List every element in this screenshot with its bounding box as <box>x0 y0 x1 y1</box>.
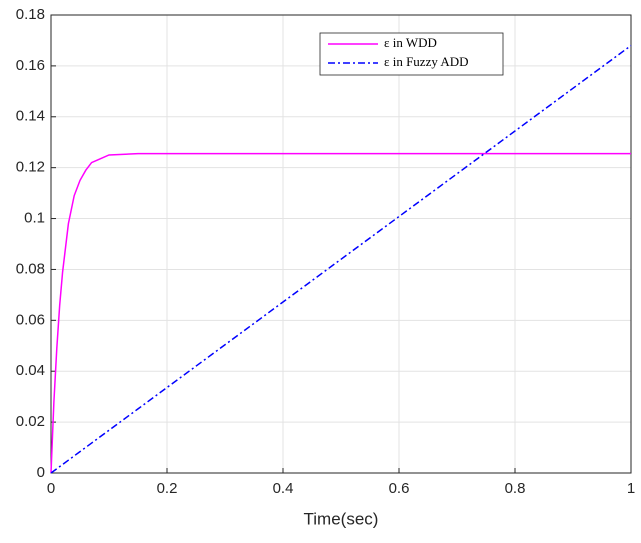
y-tick-label: 0.14 <box>16 108 45 125</box>
y-tick-label: 0 <box>37 464 45 481</box>
y-tick-label: 0.06 <box>16 311 45 328</box>
plot-frame <box>50 14 632 474</box>
x-tick-label: 0.2 <box>157 480 178 497</box>
x-tick-label: 0 <box>47 480 55 497</box>
y-tick-label: 0.18 <box>16 6 45 23</box>
x-axis-label: Time(sec) <box>304 509 379 528</box>
y-tick-label: 0.02 <box>16 413 45 430</box>
legend-box <box>319 32 504 76</box>
legend-label: ε in WDD <box>384 35 437 50</box>
x-tick-label: 1 <box>627 480 635 497</box>
legend-label: ε in Fuzzy ADD <box>384 54 469 69</box>
x-tick-label: 0.6 <box>389 480 410 497</box>
y-tick-label: 0.1 <box>24 210 45 227</box>
x-tick-label: 0.4 <box>273 480 294 497</box>
y-tick-label: 0.12 <box>16 159 45 176</box>
x-tick-label: 0.8 <box>505 480 526 497</box>
line <box>50 44 632 474</box>
line <box>50 152 631 474</box>
plot-area <box>51 15 631 473</box>
y-tick-label: 0.16 <box>16 57 45 74</box>
y-tick-label: 0.08 <box>16 260 45 277</box>
y-tick-label: 0.04 <box>16 362 45 379</box>
